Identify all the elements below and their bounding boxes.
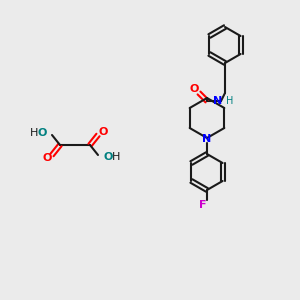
- Text: N: N: [213, 96, 223, 106]
- Text: H: H: [112, 152, 120, 162]
- Text: O: O: [98, 127, 108, 137]
- Text: N: N: [202, 134, 211, 144]
- Text: O: O: [42, 153, 52, 163]
- Text: F: F: [199, 200, 207, 210]
- Text: H: H: [226, 96, 234, 106]
- Text: O: O: [189, 84, 199, 94]
- Text: O: O: [38, 128, 47, 138]
- Text: O: O: [103, 152, 112, 162]
- Text: H: H: [30, 128, 38, 138]
